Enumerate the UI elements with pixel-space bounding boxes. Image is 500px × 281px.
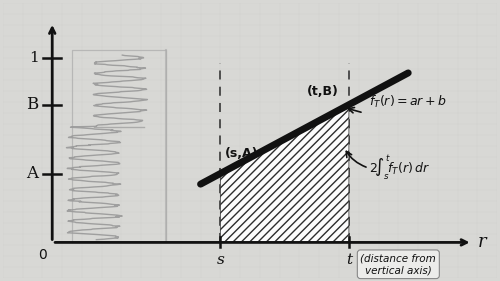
Text: r: r [478,234,486,251]
Text: $f_T(r) = ar + b$: $f_T(r) = ar + b$ [368,94,446,110]
Text: $2\!\int_{s}^{t}\!f_T(r)\,dr$: $2\!\int_{s}^{t}\!f_T(r)\,dr$ [368,154,430,182]
Text: (t,B): (t,B) [307,85,339,98]
Text: (distance from
vertical axis): (distance from vertical axis) [360,253,436,275]
Text: (s,A): (s,A) [226,147,259,160]
Text: A: A [26,165,38,182]
Text: t: t [346,253,352,268]
Text: 0: 0 [38,248,48,262]
Text: 1: 1 [28,51,38,65]
Polygon shape [220,105,349,243]
Text: s: s [216,253,224,268]
Text: B: B [26,96,38,113]
